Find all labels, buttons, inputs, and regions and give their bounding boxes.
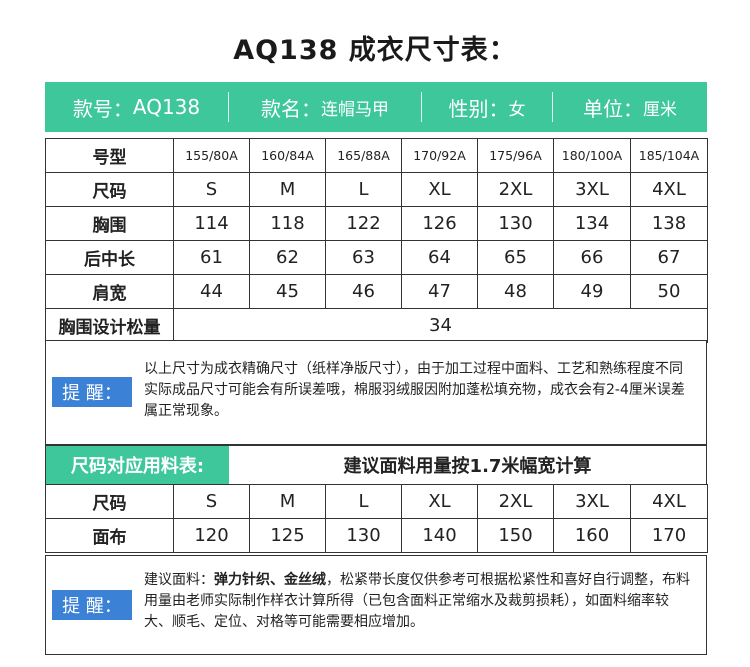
size-table-row: 号型 155/80A 160/84A 165/88A 170/92A 175/96A 180… <box>45 138 708 173</box>
table-cell: S <box>173 484 250 519</box>
table-cell: 2XL <box>477 484 554 519</box>
ease-label: 胸围设计松量 <box>45 308 174 343</box>
table-cell: 114 <box>173 206 250 241</box>
table-cell: 66 <box>553 240 631 275</box>
row-header: 后中长 <box>45 240 174 275</box>
table-cell: 3XL <box>553 172 631 207</box>
spec-header-bar: 款号： AQ138 款名： 连帽马甲 性别： 女 单位： 厘米 <box>45 82 707 132</box>
row-header: 号型 <box>45 138 174 173</box>
table-cell: 4XL <box>630 484 708 519</box>
gender-label: 性别： <box>448 96 509 121</box>
table-cell: XL <box>401 172 478 207</box>
style-number-cell: 款号： AQ138 <box>45 82 228 132</box>
table-cell: 170/92A <box>401 138 478 173</box>
table-cell: 64 <box>401 240 478 275</box>
table-cell: 50 <box>630 274 708 309</box>
page-title: AQ138 成衣尺寸表： <box>233 35 517 66</box>
ease-value: 34 <box>173 308 708 343</box>
table-cell: 2XL <box>477 172 554 207</box>
size-table-row: 尺码 S M L XL 2XL 3XL 4XL <box>45 172 708 207</box>
table-cell: 160/84A <box>249 138 326 173</box>
style-number-label: 款号： <box>72 96 133 121</box>
gender-value: 女 <box>508 99 526 120</box>
ease-row: 胸围设计松量 34 <box>45 308 708 343</box>
style-name-label: 款名： <box>261 96 321 121</box>
reminder-box-2: 提 醒： 建议面料：弹力针织、金丝绒，松紧带长度仅供参考可根据松紧性和喜好自行调… <box>45 555 707 655</box>
table-cell: 67 <box>630 240 708 275</box>
unit-cell: 单位： 厘米 <box>553 82 707 132</box>
table-cell: 175/96A <box>477 138 554 173</box>
style-name-value: 连帽马甲 <box>321 99 389 120</box>
reminder-bold-fabric: 弹力针织、金丝绒 <box>214 572 326 588</box>
table-cell: 130 <box>477 206 554 241</box>
reminder-badge: 提 醒： <box>52 377 132 407</box>
row-header: 肩宽 <box>45 274 174 309</box>
table-cell: 48 <box>477 274 554 309</box>
table-cell: 155/80A <box>173 138 250 173</box>
table-cell: 125 <box>249 518 326 553</box>
table-cell: 170 <box>630 518 708 553</box>
table-cell: 180/100A <box>553 138 631 173</box>
header-divider <box>552 92 553 122</box>
row-header: 面布 <box>45 518 174 553</box>
table-cell: 134 <box>553 206 631 241</box>
style-name-cell: 款名： 连帽马甲 <box>229 82 421 132</box>
size-table-row: 胸围 114 118 122 126 130 134 138 <box>45 206 708 241</box>
fabric-table-row: 面布 120 125 130 140 150 160 170 <box>45 518 708 553</box>
table-cell: L <box>325 484 402 519</box>
table-cell: 122 <box>325 206 402 241</box>
unit-label: 单位： <box>583 96 643 121</box>
table-cell: 63 <box>325 240 402 275</box>
row-header: 尺码 <box>45 484 174 519</box>
table-cell: 130 <box>325 518 402 553</box>
fabric-table-tag: 尺码对应用料表: <box>46 446 229 484</box>
table-cell: XL <box>401 484 478 519</box>
header-divider <box>228 92 229 122</box>
row-header: 尺码 <box>45 172 174 207</box>
reminder-box-1: 提 醒： 以上尺寸为成衣精确尺寸（纸样净版尺寸），由于加工过程中面料、工艺和熟练… <box>45 340 707 445</box>
table-cell: 160 <box>553 518 631 553</box>
unit-value: 厘米 <box>643 99 677 120</box>
fabric-table: 尺码 S M L XL 2XL 3XL 4XL 面布 120 125 130 140 150 160 170 <box>45 484 708 553</box>
table-cell: 65 <box>477 240 554 275</box>
table-cell: S <box>173 172 250 207</box>
size-table-row: 肩宽 44 45 46 47 48 49 50 <box>45 274 708 309</box>
table-cell: 46 <box>325 274 402 309</box>
table-cell: 45 <box>249 274 326 309</box>
style-number-value: AQ138 <box>132 95 201 119</box>
reminder-body: ，松紧带长度仅供参考可根据松紧性和喜好自行调整，布料用量由老师实际制作样衣计算所… <box>144 572 690 630</box>
reminder-text: 建议面料：弹力针织、金丝绒，松紧带长度仅供参考可根据松紧性和喜好自行调整，布料用… <box>144 570 696 633</box>
fabric-usage-note: 建议面料用量按1.7米幅宽计算 <box>343 456 592 477</box>
table-cell: 185/104A <box>630 138 708 173</box>
reminder-text: 以上尺寸为成衣精确尺寸（纸样净版尺寸），由于加工过程中面料、工艺和熟练程度不同实… <box>144 361 685 419</box>
table-cell: 165/88A <box>325 138 402 173</box>
table-cell: M <box>249 484 326 519</box>
table-cell: 120 <box>173 518 250 553</box>
table-cell: 150 <box>477 518 554 553</box>
size-table: 号型 155/80A 160/84A 165/88A 170/92A 175/96A 180… <box>45 138 708 343</box>
table-cell: 47 <box>401 274 478 309</box>
gender-cell: 性别： 女 <box>422 82 552 132</box>
fabric-table-row: 尺码 S M L XL 2XL 3XL 4XL <box>45 484 708 519</box>
size-table-row: 后中长 61 62 63 64 65 66 67 <box>45 240 708 275</box>
header-divider <box>421 92 422 122</box>
table-cell: M <box>249 172 326 207</box>
table-cell: 44 <box>173 274 250 309</box>
reminder-badge: 提 醒： <box>52 590 132 620</box>
table-cell: 118 <box>249 206 326 241</box>
table-cell: 126 <box>401 206 478 241</box>
table-cell: L <box>325 172 402 207</box>
row-header: 胸围 <box>45 206 174 241</box>
fabric-table-header: 尺码对应用料表: 建议面料用量按1.7米幅宽计算 <box>45 445 707 484</box>
table-cell: 62 <box>249 240 326 275</box>
table-cell: 49 <box>553 274 631 309</box>
table-cell: 61 <box>173 240 250 275</box>
reminder-prefix: 建议面料： <box>144 572 214 588</box>
table-cell: 140 <box>401 518 478 553</box>
table-cell: 4XL <box>630 172 708 207</box>
table-cell: 138 <box>630 206 708 241</box>
table-cell: 3XL <box>553 484 631 519</box>
